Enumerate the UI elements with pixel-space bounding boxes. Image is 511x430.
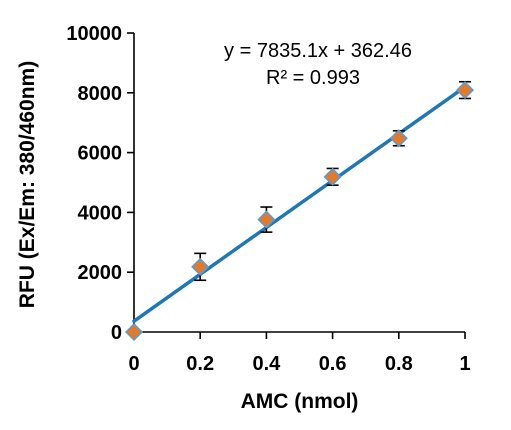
data-point [389, 129, 408, 148]
axes [133, 33, 465, 333]
r-squared-label: R² = 0.993 [266, 67, 360, 89]
y-tick-label: 8000 [78, 83, 123, 105]
data-point [323, 167, 342, 186]
x-tick-label: 0 [128, 353, 139, 375]
y-tick-label: 2000 [78, 262, 123, 284]
data-point [455, 81, 475, 100]
y-tick-label: 10000 [66, 23, 122, 45]
data-point [124, 322, 144, 342]
x-tick-label: 0.4 [252, 353, 281, 375]
x-axis-title: AMC (nmol) [241, 390, 359, 413]
x-ticks: 0 0.2 0.4 0.6 0.8 1 [128, 332, 471, 375]
data-points [124, 81, 475, 342]
y-ticks: 0 2000 4000 6000 8000 10000 [66, 23, 134, 344]
trendline-equation: y = 7835.1x + 362.46 [224, 40, 412, 62]
data-point [257, 210, 276, 229]
x-tick-label: 0.8 [385, 353, 413, 375]
y-tick-label: 4000 [78, 202, 123, 224]
x-tick-label: 0.6 [319, 353, 347, 375]
trendline [132, 85, 467, 323]
y-tick-label: 6000 [78, 143, 123, 165]
y-axis-title: RFU (Ex/Em: 380/460nm) [16, 61, 39, 308]
trendline-group [132, 85, 467, 323]
x-tick-label: 1 [459, 353, 470, 375]
data-point [191, 257, 210, 276]
x-tick-label: 0.2 [186, 353, 214, 375]
y-tick-label: 0 [111, 322, 122, 344]
